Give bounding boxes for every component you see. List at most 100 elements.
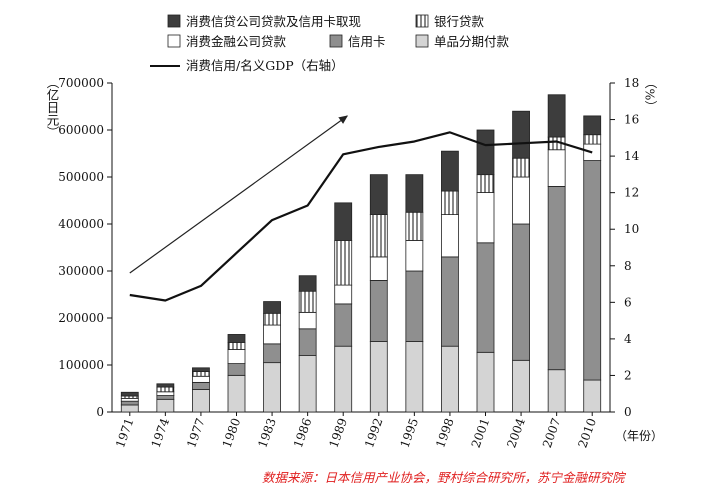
bar-stack: [512, 110, 530, 413]
x-tick-label: 2007: [540, 416, 564, 449]
bar-segment: [263, 362, 281, 413]
bar-segment: [227, 334, 246, 343]
bar-segment: [263, 312, 281, 326]
bar-stack: [405, 174, 424, 413]
y-tick-label-left: 100000: [58, 358, 104, 372]
y-tick-label-right: 14: [624, 149, 640, 163]
bar-segment: [476, 351, 495, 413]
bar-stack: [298, 275, 317, 413]
bar-segment: [512, 110, 530, 159]
bar-segment: [263, 324, 281, 345]
bar-segment: [512, 223, 530, 361]
bar-segment: [547, 185, 566, 371]
x-tick-label: 2001: [469, 416, 493, 449]
x-tick-label: 2010: [575, 416, 599, 449]
source-note: 数据来源：日本信用产业协会，野村综合研究所，苏宁金融研究院: [262, 470, 627, 485]
bar-segment: [476, 129, 495, 176]
bar-segment: [405, 240, 424, 272]
y-tick-label-left: 700000: [58, 76, 104, 90]
bar-segment: [334, 345, 353, 413]
bar-segment: [263, 301, 281, 314]
bar-segment: [192, 375, 210, 383]
bar-segment: [441, 256, 459, 347]
chart-line-layer: [129, 115, 593, 302]
x-tick-label: 1986: [291, 416, 315, 449]
bar-stack: [441, 150, 459, 413]
bar-segment: [583, 379, 602, 413]
bar-segment: [298, 290, 317, 313]
x-tick-label: 1980: [220, 416, 244, 449]
bar-segment: [156, 391, 175, 396]
bar-segment: [192, 389, 210, 413]
bar-segment: [476, 242, 495, 353]
bar-stack: [476, 129, 495, 413]
y-tick-label-right: 10: [624, 222, 639, 236]
y-tick-label-right: 12: [624, 186, 639, 200]
bar-segment: [369, 214, 388, 258]
legend-label: 银行贷款: [434, 14, 485, 29]
y-tick-label-left: 300000: [58, 264, 104, 278]
bar-segment: [192, 371, 210, 377]
bar-segment: [298, 311, 317, 330]
bar-segment: [441, 190, 459, 216]
legend-swatch: [329, 34, 343, 48]
x-tick-label: 1998: [433, 416, 457, 449]
x-tick-label: 1974: [149, 416, 173, 450]
x-tick-label: 1992: [362, 416, 386, 449]
x-tick-label: 1989: [326, 416, 350, 449]
bar-segment: [334, 240, 353, 286]
legend-label: 消费信用/名义GDP（右轴）: [186, 58, 344, 73]
bar-segment: [405, 211, 424, 241]
bar-segment: [476, 174, 495, 193]
x-tick-label: 1971: [113, 416, 137, 449]
bar-segment: [369, 341, 388, 413]
trend-arrow: [129, 115, 349, 274]
y-tick-label-right: 0: [624, 405, 632, 419]
bar-segment: [120, 397, 139, 402]
bar-segment: [583, 115, 602, 136]
legend-label: 单品分期付款: [434, 34, 510, 49]
y-tick-label-right: 18: [624, 76, 639, 90]
bar-stack: [156, 383, 175, 413]
legend-swatch: [415, 14, 429, 28]
y-tick-label-right: 16: [624, 113, 639, 127]
y-tick-label-left: 200000: [58, 311, 104, 325]
bar-segment: [547, 369, 566, 413]
bar-segment: [156, 386, 175, 393]
x-tick-label: 1977: [184, 416, 208, 449]
y-tick-label-right: 2: [624, 368, 632, 382]
chart-bars: [120, 94, 602, 413]
y-tick-label-left: 400000: [58, 217, 104, 231]
legend-label: 信用卡: [348, 34, 386, 49]
bar-segment: [441, 214, 459, 258]
x-tick-label: 1983: [255, 416, 279, 449]
bar-segment: [263, 343, 281, 364]
bar-stack: [369, 174, 388, 413]
legend-label: 消费信贷公司贷款及信用卡取现: [186, 14, 361, 29]
legend-label: 消费金融公司贷款: [186, 34, 287, 49]
bar-segment: [334, 303, 353, 347]
bar-stack: [263, 301, 281, 413]
bar-segment: [369, 279, 388, 342]
bar-segment: [120, 391, 139, 397]
bar-segment: [583, 160, 602, 381]
bar-segment: [298, 275, 317, 292]
bar-segment: [512, 157, 530, 178]
y-tick-label-left: 0: [96, 405, 104, 419]
bar-segment: [227, 349, 246, 364]
bar-segment: [512, 359, 530, 413]
bar-segment: [441, 345, 459, 413]
chart-axes: 0 100000 200000 300000 400000 500000 600000 700…: [58, 76, 639, 450]
bar-stack: [120, 391, 139, 413]
x-axis-label: （年份）: [615, 429, 663, 443]
bar-segment: [334, 202, 353, 241]
bar-segment: [547, 94, 566, 138]
bar-stack: [547, 94, 566, 413]
bar-stack: [583, 115, 602, 413]
x-tick-label: 2004: [504, 416, 528, 450]
bar-segment: [156, 395, 175, 400]
bar-segment: [334, 284, 353, 305]
